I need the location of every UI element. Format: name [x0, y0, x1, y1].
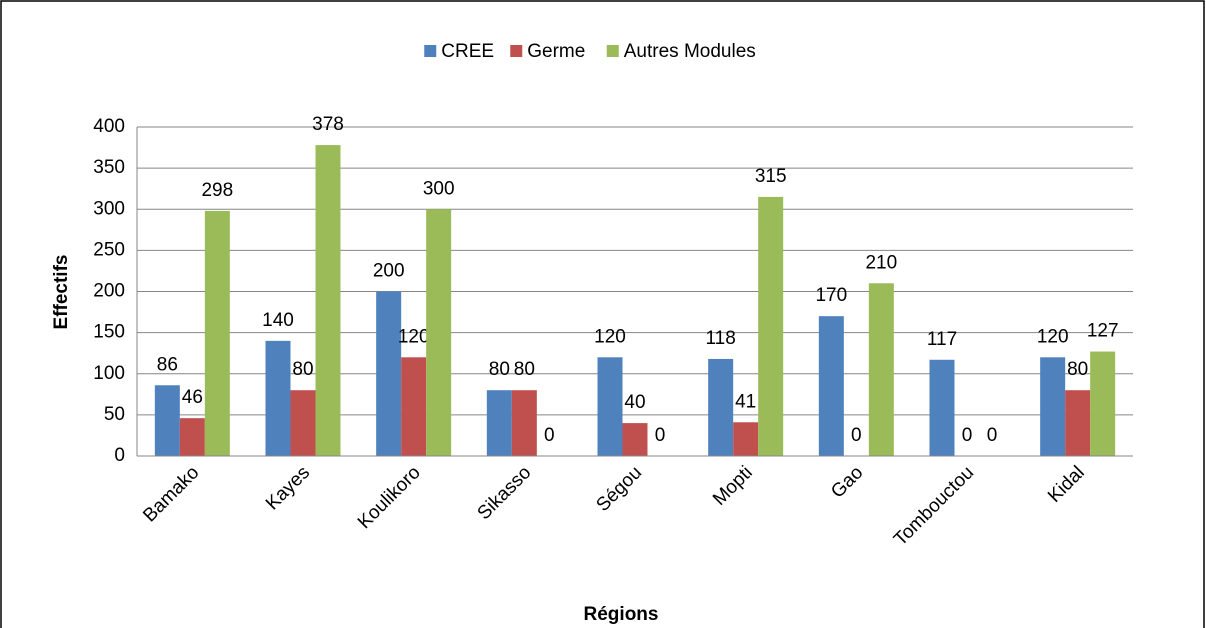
data-label: 40: [624, 392, 645, 413]
bar: [315, 145, 341, 456]
data-label: 46: [182, 387, 203, 408]
bar: [426, 209, 452, 456]
y-tick-label: 400: [93, 116, 125, 137]
bar: [708, 358, 734, 456]
data-label: 120: [594, 326, 626, 347]
legend-swatch: [606, 45, 619, 57]
bar: [204, 210, 230, 456]
data-label: 117: [927, 329, 957, 350]
data-label: 80: [514, 359, 535, 380]
bar: [868, 283, 894, 456]
bar: [290, 390, 316, 456]
y-tick-label: 150: [93, 322, 125, 343]
data-label: 0: [655, 425, 666, 446]
x-tick-label: Koulikoro: [354, 462, 425, 533]
y-axis-title: Effectifs: [51, 255, 72, 330]
data-label: 120: [398, 326, 430, 347]
data-label: 170: [815, 285, 847, 306]
x-tick-label: Kayes: [262, 462, 314, 514]
y-tick-label: 50: [104, 404, 125, 425]
data-label: 210: [865, 252, 897, 273]
y-tick-label: 350: [93, 157, 125, 178]
y-tick-label: 200: [93, 281, 125, 302]
data-label: 80: [1067, 359, 1088, 380]
data-label: 300: [423, 178, 455, 199]
bar: [179, 418, 205, 456]
data-label: 118: [706, 328, 736, 349]
x-tick-label: Kidal: [1044, 462, 1089, 507]
y-tick-label: 250: [93, 239, 125, 260]
data-label: 0: [544, 425, 555, 446]
data-label: 140: [262, 310, 294, 331]
bar: [1065, 390, 1091, 456]
bar: [758, 196, 784, 456]
bar: [622, 423, 648, 456]
bar: [1090, 351, 1116, 456]
legend-label: Autres Modules: [624, 41, 756, 62]
data-label: 0: [962, 425, 973, 446]
y-tick-label: 300: [93, 198, 125, 219]
data-label: 80: [292, 359, 313, 380]
x-axis-title: Régions: [584, 604, 659, 625]
bar: [511, 390, 537, 456]
x-tick-label: Sikasso: [474, 462, 536, 524]
data-label: 127: [1087, 321, 1119, 342]
bar: [265, 340, 291, 456]
data-label: 200: [373, 261, 405, 282]
data-label: 378: [312, 114, 344, 135]
data-label: 315: [755, 166, 787, 187]
y-tick-label: 0: [114, 445, 125, 466]
x-tick-label: Gao: [827, 462, 867, 502]
bar: [401, 357, 427, 456]
y-tick-label: 100: [93, 363, 125, 384]
legend-label: Germe: [527, 41, 585, 62]
bar: [597, 357, 623, 456]
x-tick-label: Ségou: [592, 462, 646, 516]
legend-label: CREE: [441, 41, 494, 62]
bar: [733, 422, 759, 456]
legend-swatch: [424, 45, 437, 57]
x-tick-label: Tombouctou: [890, 462, 978, 550]
legend-swatch: [510, 45, 523, 57]
data-label: 41: [735, 391, 756, 412]
bar: [929, 359, 955, 456]
bar: [376, 291, 402, 456]
x-tick-label: Bamako: [139, 462, 203, 526]
bar: [154, 385, 180, 456]
bar: [818, 316, 844, 456]
bar: [486, 390, 512, 456]
x-tick-label: Mopti: [709, 462, 757, 510]
bar: [1040, 357, 1066, 456]
data-label: 0: [851, 425, 862, 446]
data-label: 0: [987, 425, 998, 446]
data-label: 120: [1037, 326, 1069, 347]
data-label: 86: [157, 354, 178, 375]
data-label: 298: [201, 180, 233, 201]
data-label: 80: [489, 359, 510, 380]
